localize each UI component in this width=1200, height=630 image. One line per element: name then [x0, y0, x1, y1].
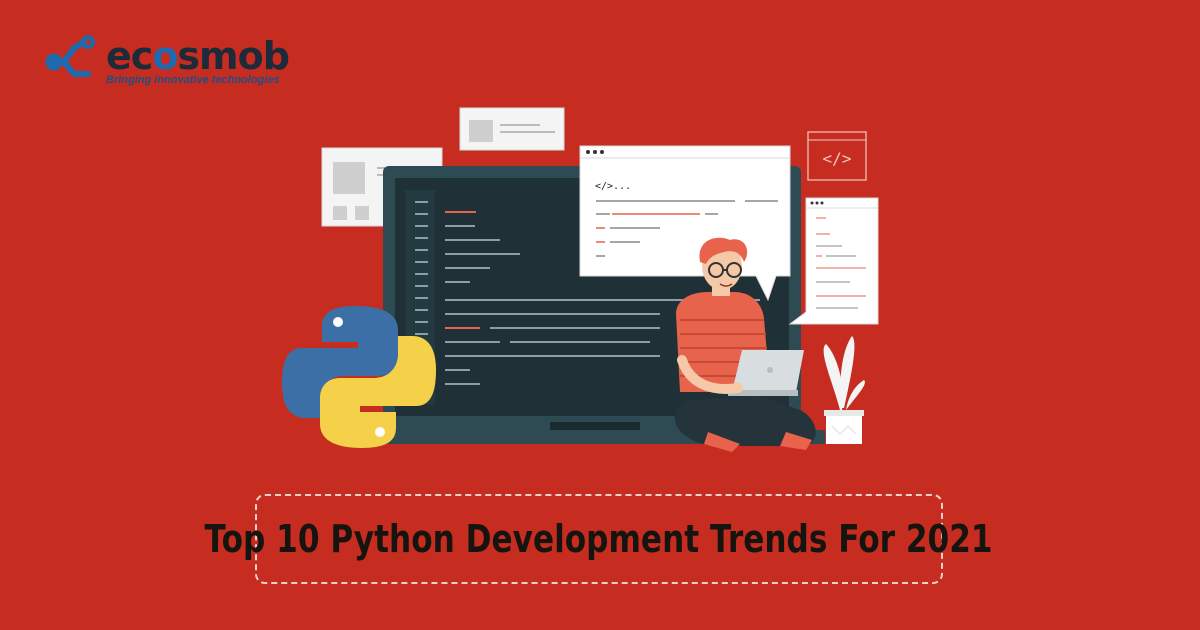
headline-title: Top 10 Python Development Trends For 202… — [204, 517, 994, 561]
ecosmob-logo: ecosmob Bringing innovative technologies — [44, 34, 290, 94]
document-window — [788, 197, 879, 325]
python-logo — [282, 306, 436, 448]
code-tag-text: </>... — [595, 181, 631, 192]
ecosmob-logo-icon — [45, 35, 95, 77]
code-icon-text: </> — [823, 149, 852, 168]
brand-name: ecosmob — [106, 34, 290, 78]
potted-plant — [823, 336, 865, 444]
screen-code-lines — [415, 201, 760, 385]
developer-person — [674, 237, 816, 452]
developer-illustration: </>... </> — [282, 107, 879, 452]
code-icon-box: </> — [807, 131, 867, 181]
headline-box: Top 10 Python Development Trends For 202… — [205, 494, 993, 584]
brand-tagline: Bringing innovative technologies — [106, 74, 280, 86]
floating-card-top — [459, 107, 565, 151]
